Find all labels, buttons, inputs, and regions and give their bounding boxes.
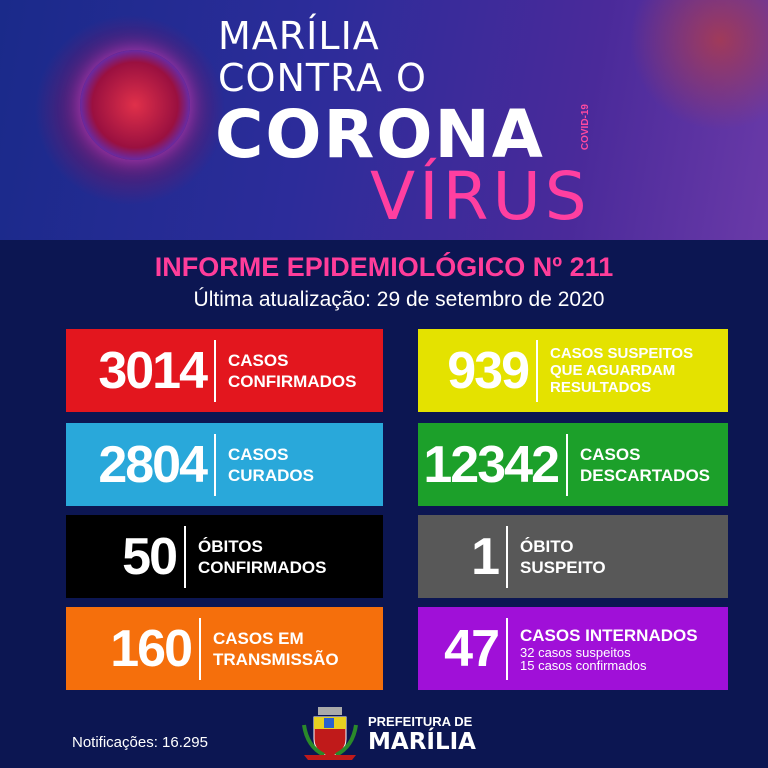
stat-label: CASOS DESCARTADOS <box>580 444 710 486</box>
stat-label: ÓBITOS CONFIRMADOS <box>198 536 326 578</box>
stat-label-line: CASOS <box>580 444 641 464</box>
stat-label: CASOS INTERNADOS 32 casos suspeitos 15 cas… <box>520 625 698 672</box>
divider <box>214 433 216 496</box>
report-title: INFORME EPIDEMIOLÓGICO Nº 211 <box>154 252 614 282</box>
stat-label-line: 15 casos confirmados <box>520 658 647 673</box>
stat-label: CASOS SUSPEITOS QUE AGUARDAM RESULTADOS <box>550 345 693 396</box>
stat-card: 939 CASOS SUSPEITOS QUE AGUARDAM RESULTADOS <box>418 329 728 412</box>
stat-label: ÓBITO SUSPEITO <box>520 536 606 578</box>
divider <box>199 617 201 680</box>
divider <box>214 339 216 402</box>
banner-line-3: CORONA <box>215 96 545 173</box>
stat-label-line: QUE AGUARDAM <box>550 362 676 379</box>
banner-line-4: VÍRUS <box>370 158 591 235</box>
header-banner: MARÍLIA CONTRA O CORONA COVID-19 VÍRUS <box>0 0 768 240</box>
stat-label-line: TRANSMISSÃO <box>213 649 339 669</box>
virus-illustration <box>80 50 190 160</box>
banner-line-1: MARÍLIA <box>218 14 380 58</box>
stat-value: 1 <box>471 527 500 586</box>
stat-label-line: ÓBITOS <box>198 536 263 556</box>
stat-card: 50 ÓBITOS CONFIRMADOS <box>66 515 383 598</box>
stat-label: CASOS CURADOS <box>228 444 314 486</box>
stat-value: 12342 <box>423 435 560 494</box>
prefeitura-logo: PREFEITURA DE MARÍLIA <box>368 714 476 755</box>
stat-label-line: ÓBITO <box>520 536 574 556</box>
divider <box>536 339 538 402</box>
stat-card: 3014 CASOS CONFIRMADOS <box>66 329 383 412</box>
stat-card: 2804 CASOS CURADOS <box>66 423 383 506</box>
notifications-count: Notificações: 16.295 <box>72 734 208 751</box>
stat-label-line: SUSPEITO <box>520 557 606 577</box>
divider <box>506 525 508 588</box>
stat-label-line: DESCARTADOS <box>580 465 711 485</box>
stat-label-line: CURADOS <box>228 465 314 485</box>
divider <box>566 433 568 496</box>
stat-card: 160 CASOS EM TRANSMISSÃO <box>66 607 383 690</box>
stat-label: CASOS CONFIRMADOS <box>228 350 356 392</box>
stat-value: 939 <box>447 341 530 400</box>
stat-value: 160 <box>110 619 193 678</box>
stat-label-line: CASOS SUSPEITOS <box>550 345 694 362</box>
stat-value: 50 <box>122 527 178 586</box>
stat-value: 2804 <box>98 435 208 494</box>
stat-label-line: CASOS <box>228 444 289 464</box>
stat-label-line: CONFIRMADOS <box>228 371 357 391</box>
stat-card: 47 CASOS INTERNADOS 32 casos suspeitos 15 c… <box>418 607 728 690</box>
banner-line-2: CONTRA O <box>218 56 427 100</box>
stat-value: 3014 <box>98 341 208 400</box>
city-crest-icon <box>302 707 358 760</box>
stat-label: CASOS EM TRANSMISSÃO <box>213 628 339 670</box>
stat-label-line: CASOS <box>228 350 289 370</box>
covid-tag: COVID-19 <box>580 104 591 151</box>
stat-label-line: CONFIRMADOS <box>198 557 327 577</box>
last-updated: Última atualização: 29 de setembro de 20… <box>193 288 605 311</box>
stat-label-line: CASOS EM <box>213 628 304 648</box>
stat-card: 1 ÓBITO SUSPEITO <box>418 515 728 598</box>
stat-card: 12342 CASOS DESCARTADOS <box>418 423 728 506</box>
stat-value: 47 <box>444 619 500 678</box>
logo-line-2: MARÍLIA <box>368 729 476 755</box>
logo-line-1: PREFEITURA DE <box>368 714 473 729</box>
stat-label-line: RESULTADOS <box>550 379 652 396</box>
divider <box>184 525 186 588</box>
stat-label-line: CASOS INTERNADOS <box>520 626 698 645</box>
divider <box>506 617 508 680</box>
stat-label-line: 32 casos suspeitos <box>520 645 631 660</box>
